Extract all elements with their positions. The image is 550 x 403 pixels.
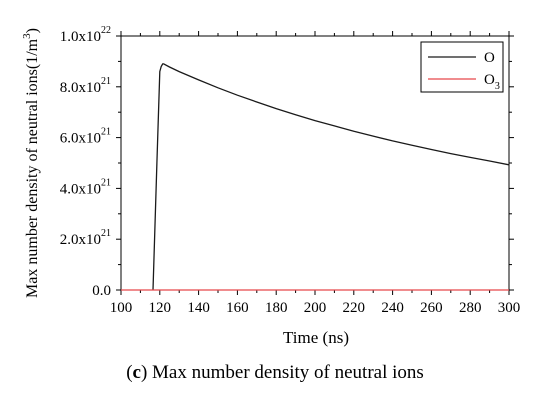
legend-label: O: [484, 50, 495, 66]
y-axis-label-superscript: 3: [21, 33, 33, 39]
y-axis-label-suffix: ): [24, 28, 41, 33]
x-tick-label: 160: [226, 300, 249, 316]
x-tick-label: 120: [149, 300, 172, 316]
x-tick-label: 140: [187, 300, 210, 316]
series-line-o: [152, 63, 510, 291]
caption-letter: c: [132, 362, 141, 383]
y-tick-label: 8.0x1021: [60, 76, 111, 96]
x-tick-label: 260: [420, 300, 443, 316]
x-tick-label: 180: [265, 300, 288, 316]
x-tick-label: 280: [459, 300, 482, 316]
figure-caption: (c) Max number density of neutral ions: [126, 362, 424, 383]
y-tick-label: 1.0x1022: [60, 25, 111, 45]
x-tick-label: 200: [304, 300, 327, 316]
x-axis-label: Time (ns): [283, 328, 349, 347]
x-tick-label: 240: [381, 300, 404, 316]
y-tick-label: 0.0: [92, 283, 111, 299]
legend: O O3: [420, 41, 504, 93]
y-tick-label: 4.0x1021: [60, 177, 111, 197]
caption-text: Max number density of neutral ions: [147, 362, 424, 383]
y-axis-ticks: 0.0 2.0x1021 4.0x1021 6.0x1021 8.0x1021 1.0x1…: [60, 25, 514, 299]
x-axis-ticks: 100 120 140 160 180 200 220 240 260 280 300: [110, 31, 521, 316]
chart: 100 120 140 160 180 200 220 240 260 280 300 0.0 2.0…: [21, 25, 521, 347]
x-tick-label: 300: [498, 300, 521, 316]
legend-label: O3: [484, 72, 500, 92]
x-tick-label: 220: [343, 300, 366, 316]
series-group: [121, 63, 510, 291]
y-tick-label: 2.0x1021: [60, 228, 111, 248]
legend-box: [420, 41, 504, 93]
y-tick-label: 6.0x1021: [60, 127, 111, 147]
x-tick-label: 100: [110, 300, 133, 316]
y-axis-label: Max number density of neutral ions(1/m3): [21, 28, 41, 298]
y-axis-label-main: Max number density of neutral ions(1/m: [24, 38, 41, 298]
